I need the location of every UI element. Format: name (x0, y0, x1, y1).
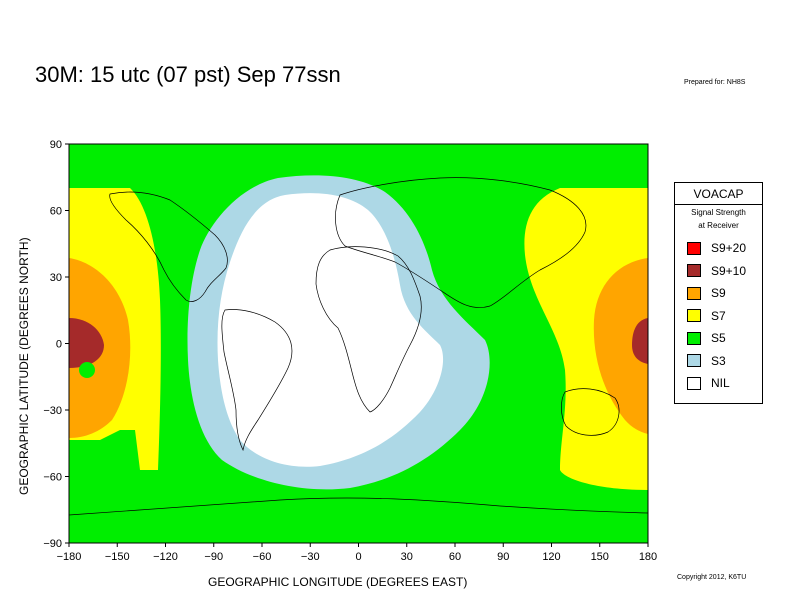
legend-subtitle-line2: at Receiver (698, 221, 739, 230)
x-tick-label: 90 (497, 551, 509, 563)
x-tick-label: 60 (449, 551, 461, 563)
legend-swatch (687, 331, 701, 345)
zone-s5-island (79, 362, 95, 378)
legend-list: S9+20 S9+10 S9 S7 S5 S3 NIL (675, 237, 762, 395)
zone-s9-10-west (69, 318, 104, 368)
y-axis-label: GEOGRAPHIC LATITUDE (DEGREES NORTH) (17, 237, 31, 495)
x-tick-label: −30 (301, 551, 320, 563)
x-tick-label: 120 (542, 551, 560, 563)
x-tick-label: −120 (153, 551, 178, 563)
legend-swatch (687, 286, 701, 300)
zone-s9-east (593, 258, 648, 434)
zone-s7-east (524, 188, 648, 490)
coastlines (68, 177, 649, 516)
y-tick-label: −60 (43, 472, 62, 484)
legend-title: VOACAP (675, 183, 762, 205)
australia-outline (561, 388, 620, 436)
legend-item: S9 (675, 282, 762, 305)
zone-s9-10-east (632, 318, 648, 364)
legend-item: S5 (675, 327, 762, 350)
y-tick-label: 30 (50, 272, 62, 284)
copyright-note: Copyright 2012, K6TU (677, 574, 747, 581)
legend-item: S7 (675, 305, 762, 328)
legend-item: NIL (675, 372, 762, 395)
x-axis-ticks: −180 −150 −120 −90 −60 −30 0 30 60 90 120 150 180 (57, 543, 657, 563)
legend-item-label: S3 (711, 353, 726, 368)
prepared-for-note: Prepared for: NH8S (684, 79, 746, 86)
x-tick-label: 180 (639, 551, 657, 563)
legend-swatch (687, 376, 701, 390)
legend-item-label: S5 (711, 331, 726, 346)
legend-item-label: S9+20 (711, 241, 747, 256)
legend-item: S9+10 (675, 260, 762, 283)
y-tick-label: 90 (50, 139, 62, 151)
legend-item-label: NIL (711, 376, 730, 391)
x-tick-label: −150 (105, 551, 130, 563)
north-america-outline (109, 191, 228, 302)
chart-title: 30M: 15 utc (07 pst) Sep 77ssn (35, 62, 341, 87)
legend-item-label: S7 (711, 308, 726, 323)
antarctica-outline (68, 497, 649, 516)
y-tick-label: 0 (56, 339, 62, 351)
legend-item: S3 (675, 350, 762, 373)
x-tick-label: −60 (253, 551, 272, 563)
x-tick-label: −90 (204, 551, 223, 563)
legend-item-label: S9 (711, 286, 726, 301)
legend-swatch (687, 264, 701, 278)
legend-item-label: S9+10 (711, 263, 747, 278)
legend-swatch (687, 309, 701, 323)
x-tick-label: 150 (591, 551, 609, 563)
y-axis-ticks: 90 60 30 0 −30 −60 −90 (43, 139, 69, 550)
legend-item: S9+20 (675, 237, 762, 260)
x-tick-label: 0 (355, 551, 361, 563)
coverage-layers (69, 144, 648, 543)
legend-swatch (687, 354, 701, 368)
x-axis-label: GEOGRAPHIC LONGITUDE (DEGREES EAST) (208, 575, 468, 589)
zone-nil (217, 193, 444, 467)
y-tick-label: 60 (50, 206, 62, 218)
legend-swatch (687, 241, 701, 255)
legend: VOACAP Signal Strength at Receiver S9+20… (674, 182, 763, 404)
x-tick-label: 30 (401, 551, 413, 563)
y-tick-label: −90 (43, 538, 62, 550)
south-america-outline (221, 309, 293, 452)
y-tick-label: −30 (43, 405, 62, 417)
legend-subtitle-line1: Signal Strength (691, 208, 746, 217)
x-tick-label: −180 (57, 551, 82, 563)
eurasia-outline (335, 177, 587, 308)
